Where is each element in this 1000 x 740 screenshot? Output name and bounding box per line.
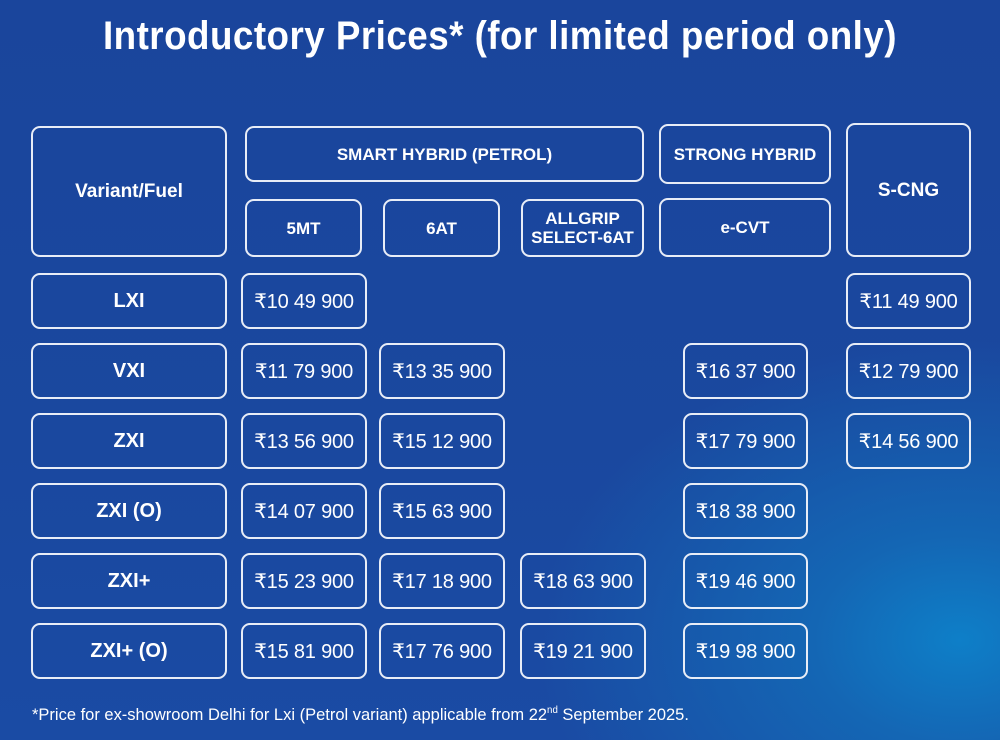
subheader-ecvt: e-CVT bbox=[659, 198, 831, 257]
subheader-allgrip-select-6at: ALLGRIP SELECT-6AT bbox=[521, 199, 644, 257]
subheader-allgrip-line1: ALLGRIP bbox=[545, 209, 620, 228]
price-value: ₹13 35 900 bbox=[392, 360, 492, 383]
price-zxi-6at: ₹15 12 900 bbox=[379, 413, 505, 469]
footnote-ordinal: nd bbox=[547, 705, 558, 716]
variant-zxi: ZXI bbox=[31, 413, 227, 469]
price-value: ₹15 81 900 bbox=[254, 640, 354, 663]
price-zxi-scng: ₹14 56 900 bbox=[846, 413, 971, 469]
variant-zxi-o: ZXI (O) bbox=[31, 483, 227, 539]
header-variant-fuel-label: Variant/Fuel bbox=[75, 181, 183, 202]
variant-zxi-plus: ZXI+ bbox=[31, 553, 227, 609]
header-scng: S-CNG bbox=[846, 123, 971, 257]
price-value: ₹12 79 900 bbox=[858, 360, 959, 383]
price-vxi-6at: ₹13 35 900 bbox=[379, 343, 505, 399]
header-strong-hybrid-label: STRONG HYBRID bbox=[673, 144, 817, 164]
variant-label: ZXI+ bbox=[107, 569, 151, 592]
price-value: ₹18 38 900 bbox=[695, 500, 796, 523]
price-zxi-plus-o-allgrip: ₹19 21 900 bbox=[520, 623, 646, 679]
price-value: ₹13 56 900 bbox=[254, 430, 354, 453]
header-smart-hybrid: SMART HYBRID (PETROL) bbox=[245, 126, 644, 182]
price-value: ₹17 76 900 bbox=[392, 640, 492, 663]
price-zxi-plus-6at: ₹17 18 900 bbox=[379, 553, 505, 609]
price-value: ₹17 79 900 bbox=[695, 430, 796, 453]
subheader-6at-label: 6AT bbox=[426, 218, 457, 238]
subheader-allgrip-line2: SELECT-6AT bbox=[531, 228, 634, 247]
price-zxi-plus-allgrip: ₹18 63 900 bbox=[520, 553, 646, 609]
footnote-date: September 2025. bbox=[557, 705, 689, 724]
header-scng-label: S-CNG bbox=[877, 179, 940, 201]
header-variant-fuel: Variant/Fuel bbox=[31, 126, 227, 257]
footnote-text: *Price for ex-showroom Delhi for Lxi (Pe… bbox=[32, 705, 548, 724]
price-zxi-plus-o-6at: ₹17 76 900 bbox=[379, 623, 505, 679]
price-value: ₹14 56 900 bbox=[858, 430, 959, 453]
price-vxi-scng: ₹12 79 900 bbox=[846, 343, 971, 399]
price-value: ₹10 49 900 bbox=[254, 290, 354, 313]
price-zxi-plus-5mt: ₹15 23 900 bbox=[241, 553, 367, 609]
price-zxi-plus-o-ecvt: ₹19 98 900 bbox=[683, 623, 808, 679]
subheader-ecvt-label: e-CVT bbox=[720, 218, 770, 237]
price-value: ₹19 46 900 bbox=[695, 570, 796, 593]
price-zxi-o-5mt: ₹14 07 900 bbox=[241, 483, 367, 539]
variant-label: ZXI+ (O) bbox=[90, 639, 168, 662]
price-lxi-scng: ₹11 49 900 bbox=[846, 273, 971, 329]
header-smart-hybrid-label: SMART HYBRID (PETROL) bbox=[336, 144, 553, 164]
price-value: ₹15 12 900 bbox=[392, 430, 492, 453]
subheader-5mt-label: 5MT bbox=[286, 218, 321, 238]
footnote: *Price for ex-showroom Delhi for Lxi (Pe… bbox=[32, 705, 689, 725]
price-zxi-ecvt: ₹17 79 900 bbox=[683, 413, 808, 469]
page-title: Introductory Prices* (for limited period… bbox=[102, 14, 898, 58]
variant-label: ZXI bbox=[113, 429, 145, 452]
price-value: ₹18 63 900 bbox=[533, 570, 633, 593]
price-vxi-5mt: ₹11 79 900 bbox=[241, 343, 367, 399]
subheader-6at: 6AT bbox=[383, 199, 500, 257]
price-zxi-o-ecvt: ₹18 38 900 bbox=[683, 483, 808, 539]
price-value: ₹19 98 900 bbox=[695, 640, 796, 663]
price-value: ₹15 23 900 bbox=[254, 570, 354, 593]
price-vxi-ecvt: ₹16 37 900 bbox=[683, 343, 808, 399]
subheader-5mt: 5MT bbox=[245, 199, 362, 257]
header-strong-hybrid: STRONG HYBRID bbox=[659, 124, 831, 184]
price-value: ₹17 18 900 bbox=[392, 570, 492, 593]
price-value: ₹11 79 900 bbox=[254, 360, 354, 383]
price-value: ₹11 49 900 bbox=[859, 290, 958, 313]
price-value: ₹15 63 900 bbox=[392, 500, 492, 523]
price-lxi-5mt: ₹10 49 900 bbox=[241, 273, 367, 329]
variant-vxi: VXI bbox=[31, 343, 227, 399]
price-zxi-plus-o-5mt: ₹15 81 900 bbox=[241, 623, 367, 679]
price-zxi-5mt: ₹13 56 900 bbox=[241, 413, 367, 469]
price-value: ₹14 07 900 bbox=[254, 500, 354, 523]
price-value: ₹16 37 900 bbox=[695, 360, 796, 383]
variant-label: VXI bbox=[112, 359, 146, 382]
variant-label: ZXI (O) bbox=[96, 499, 162, 522]
variant-lxi: LXI bbox=[31, 273, 227, 329]
variant-zxi-plus-o: ZXI+ (O) bbox=[31, 623, 227, 679]
price-zxi-plus-ecvt: ₹19 46 900 bbox=[683, 553, 808, 609]
price-zxi-o-6at: ₹15 63 900 bbox=[379, 483, 505, 539]
price-value: ₹19 21 900 bbox=[533, 640, 633, 663]
variant-label: LXI bbox=[113, 289, 145, 312]
